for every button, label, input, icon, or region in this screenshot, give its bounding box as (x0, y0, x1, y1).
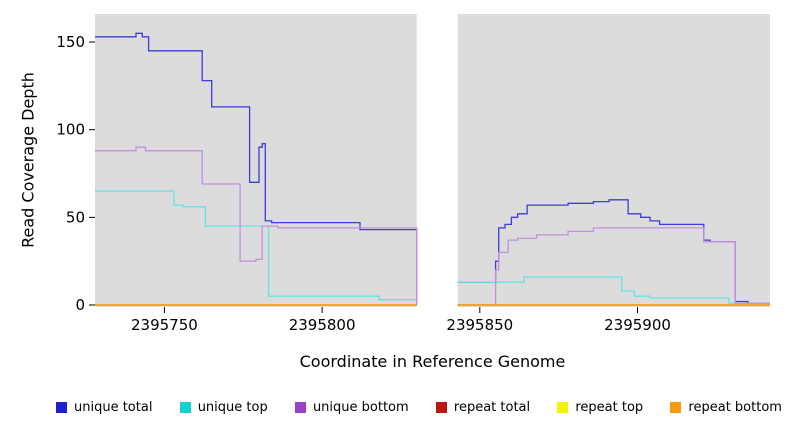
series-line-unique-bottom (457, 227, 770, 306)
legend-item-repeat-bottom: repeat bottom (670, 400, 782, 415)
legend-swatch-icon (435, 402, 447, 413)
y-tick-label: 150 (56, 33, 85, 51)
legend-label: unique total (74, 400, 153, 415)
x-tick-label: 2395800 (289, 316, 356, 334)
legend-label: unique bottom (312, 400, 409, 415)
legend-label: repeat top (575, 400, 644, 415)
x-axis-label: Coordinate in Reference Genome (299, 352, 566, 371)
legend-swatch-icon (179, 402, 191, 413)
series-line-unique-total (95, 32, 418, 305)
coverage-plot: 2395750 2395800 2395850 2395900 0 50 100 150 (56, 14, 770, 334)
y-tick-label: 100 (56, 121, 85, 139)
y-tick-label: 50 (66, 208, 85, 226)
plot-panel-right (457, 14, 770, 307)
x-tick-label: 2395750 (131, 316, 198, 334)
y-tick-label: 0 (75, 296, 85, 314)
x-tick-label: 2395850 (446, 316, 513, 334)
legend-label: unique top (197, 400, 268, 415)
legend-swatch-icon (670, 402, 682, 413)
legend-item-repeat-total: repeat total (435, 400, 531, 415)
legend-label: repeat total (453, 400, 531, 415)
series-line-unique-total (457, 199, 770, 304)
legend-item-repeat-top: repeat top (557, 400, 643, 415)
legend-item-unique-bottom: unique bottom (294, 400, 409, 415)
legend: unique total unique top unique bottom repea… (0, 400, 792, 415)
legend-swatch-icon (294, 402, 306, 413)
legend-item-unique-total: unique total (56, 400, 152, 415)
plot-panel-left (95, 14, 417, 307)
legend-swatch-icon (557, 402, 569, 413)
legend-item-unique-top: unique top (179, 400, 268, 415)
series-line-unique-bottom (95, 146, 418, 305)
legend-label: repeat bottom (688, 400, 782, 415)
y-axis-label: Read Coverage Depth (18, 72, 38, 248)
series-line-unique-top (457, 276, 770, 304)
series-line-unique-top (95, 190, 418, 305)
x-tick-label: 2395900 (604, 316, 671, 334)
legend-swatch-icon (56, 402, 67, 413)
